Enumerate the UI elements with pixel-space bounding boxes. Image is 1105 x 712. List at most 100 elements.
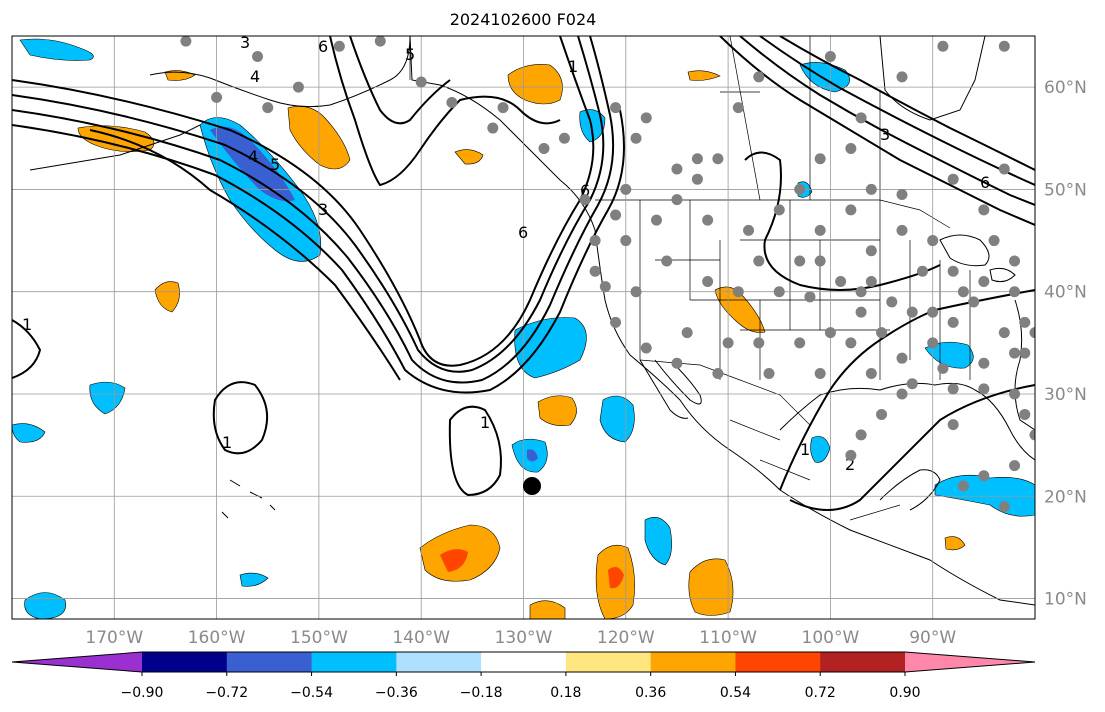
station-dot <box>579 194 591 206</box>
lat-tick-label: 40°N <box>1044 283 1087 303</box>
map-area: 1 1 1 1 1 2 3 3 3 4 4 5 5 6 6 6 6 <box>12 36 1035 619</box>
station-dot <box>650 214 662 226</box>
station-dot <box>855 112 867 124</box>
pos-patch-mid-pac <box>154 281 180 313</box>
station-dot <box>446 96 458 108</box>
station-dot <box>978 204 990 216</box>
station-dot <box>824 50 836 62</box>
station-dot <box>558 132 570 144</box>
neg-patch-sw <box>24 592 67 619</box>
contour-labels: 1 1 1 1 1 2 3 3 3 4 4 5 5 6 6 6 6 <box>22 36 990 474</box>
station-dot <box>333 40 345 52</box>
station-dot <box>620 235 632 247</box>
station-dot <box>374 36 386 47</box>
colorbar-segment <box>735 652 821 672</box>
station-dot <box>589 265 601 277</box>
latitude-ticks: 10°N 20°N 30°N 40°N 50°N 60°N <box>1044 78 1087 609</box>
station-dot <box>1009 460 1021 472</box>
station-dot <box>937 40 949 52</box>
lon-tick-label: 90°W <box>909 628 956 648</box>
station-dot <box>998 500 1010 512</box>
contour-label: 4 <box>250 67 260 86</box>
station-dot <box>753 337 765 349</box>
station-dot <box>589 235 601 247</box>
neg-patch-subtropical-a-core <box>527 449 538 462</box>
station-dot <box>927 337 939 349</box>
pos-patch-southern-d <box>529 600 566 619</box>
station-dot <box>876 327 888 339</box>
station-dot <box>610 209 622 221</box>
station-dot <box>671 357 683 369</box>
station-dot <box>845 449 857 461</box>
station-dot <box>865 245 877 257</box>
contour-east-3 <box>759 36 1035 186</box>
station-dot <box>753 71 765 83</box>
coastline-great-lakes <box>939 234 1016 283</box>
station-dot <box>415 76 427 88</box>
contour-west-edge <box>12 319 42 379</box>
station-dot <box>906 306 918 318</box>
station-dot <box>916 265 928 277</box>
station-dot <box>814 255 826 267</box>
lon-tick-label: 130°W <box>495 628 553 648</box>
colorbar-tick-label: −0.54 <box>290 685 333 701</box>
station-dot <box>671 194 683 206</box>
station-dot <box>845 143 857 155</box>
station-dot <box>773 286 785 298</box>
colorbar-segment <box>481 652 567 672</box>
lat-tick-label: 30°N <box>1044 385 1087 405</box>
pos-patch-subtropical <box>537 395 577 426</box>
colorbar-tick-label: 0.72 <box>805 685 836 701</box>
mexico-states <box>729 419 901 521</box>
contour-label: 5 <box>405 45 415 64</box>
coastline-gulf-mexico <box>779 382 1035 461</box>
contour-trough-4 <box>12 109 625 394</box>
station-dot <box>865 275 877 287</box>
station-dot <box>1009 255 1021 267</box>
contours <box>12 36 1035 511</box>
station-dot <box>947 173 959 185</box>
station-dot <box>610 102 622 114</box>
station-dot <box>712 368 724 380</box>
station-dot <box>896 189 908 201</box>
contour-central-us <box>744 151 941 291</box>
station-dot <box>978 470 990 482</box>
station-dot <box>968 296 980 308</box>
station-dot <box>1009 286 1021 298</box>
station-dot <box>661 255 673 267</box>
station-dot <box>814 368 826 380</box>
lon-tick-label: 120°W <box>597 628 655 648</box>
contour-trough-3 <box>12 36 615 384</box>
contour-label: 6 <box>980 173 990 192</box>
neg-patch-gulf-alaska-core <box>210 126 295 202</box>
coastline-atlantic <box>1014 299 1035 431</box>
station-dot <box>804 291 816 303</box>
station-dot <box>732 102 744 114</box>
contour-label: 5 <box>270 155 280 174</box>
station-dot <box>794 337 806 349</box>
station-dot <box>855 306 867 318</box>
contour-label: 1 <box>222 433 232 452</box>
station-dot <box>978 383 990 395</box>
colorbar-extend-high <box>905 652 1035 672</box>
station-dot <box>998 163 1010 175</box>
contour-ridge-1 <box>329 36 561 187</box>
contour-label: 6 <box>518 223 528 242</box>
station-dot <box>252 50 264 62</box>
station-dot <box>978 357 990 369</box>
station-dot <box>691 153 703 165</box>
contour-label: 6 <box>580 181 590 200</box>
colorbar-segment <box>226 652 313 672</box>
contour-label: 6 <box>318 37 328 56</box>
station-dot <box>180 36 192 47</box>
coastline-gulf-of-california <box>654 359 702 405</box>
station-dot <box>896 352 908 364</box>
neg-patch-south <box>644 517 672 566</box>
neg-patch-sw2 <box>239 572 269 587</box>
station-markers <box>180 36 1035 512</box>
pos-patch-southern-c <box>688 558 734 616</box>
colorbar-labels: −0.90 −0.72 −0.54 −0.36 −0.18 0.18 0.36 0.54 0.7… <box>121 672 921 701</box>
pos-patch-ne-pac <box>454 149 484 165</box>
station-dot <box>814 153 826 165</box>
